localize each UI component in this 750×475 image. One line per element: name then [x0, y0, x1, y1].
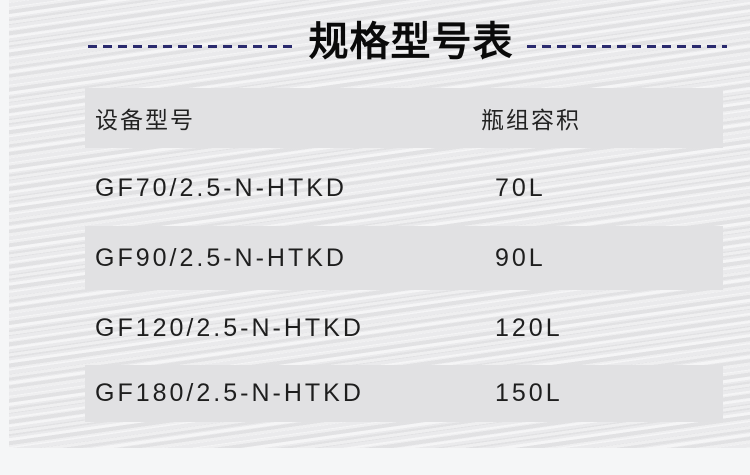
- cell-volume: 120L: [495, 313, 563, 342]
- cell-volume: 90L: [495, 243, 546, 272]
- cell-volume: 70L: [495, 173, 546, 202]
- cell-model: GF180/2.5-N-HTKD: [95, 379, 364, 407]
- cell-model: GF90/2.5-N-HTKD: [95, 243, 347, 272]
- page-title: 规格型号表: [308, 18, 514, 65]
- title-divider-left: [88, 45, 292, 48]
- table-row: GF70/2.5-N-HTKD 70L: [85, 156, 723, 220]
- cell-volume: 150L: [495, 379, 563, 407]
- table-header: 设备型号 瓶组容积: [85, 88, 723, 148]
- table-row: GF120/2.5-N-HTKD 120L: [85, 296, 723, 360]
- table-row: GF90/2.5-N-HTKD 90L: [85, 226, 723, 290]
- title-divider-right: [527, 45, 727, 48]
- cell-model: GF120/2.5-N-HTKD: [95, 313, 364, 342]
- table-row: GF180/2.5-N-HTKD 150L: [85, 365, 723, 422]
- header-model: 设备型号: [95, 108, 195, 134]
- cell-model: GF70/2.5-N-HTKD: [95, 173, 347, 202]
- header-volume: 瓶组容积: [481, 108, 581, 134]
